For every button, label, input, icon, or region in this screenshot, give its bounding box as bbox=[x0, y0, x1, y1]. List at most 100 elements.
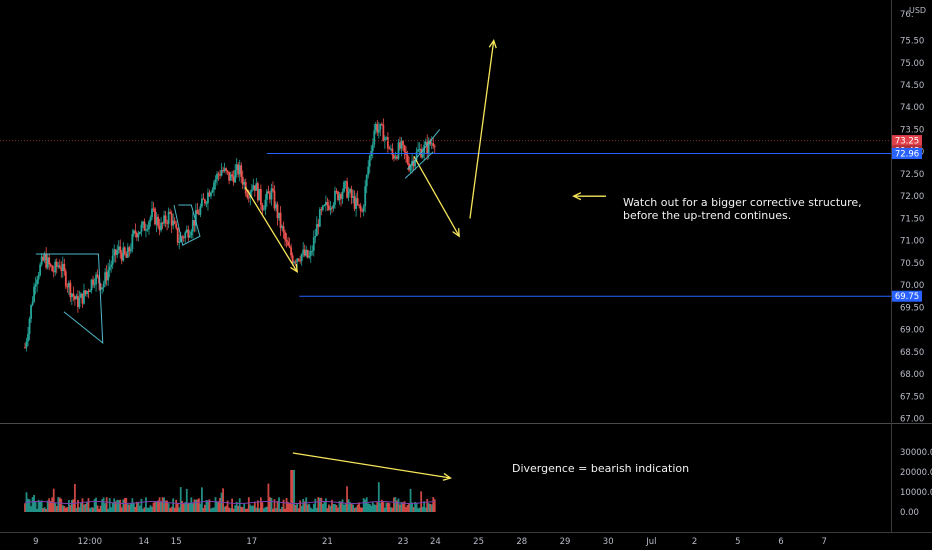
candle-body bbox=[433, 146, 436, 148]
volume-bar bbox=[281, 506, 283, 512]
price-pane[interactable] bbox=[0, 39, 891, 352]
volume-bar bbox=[284, 508, 286, 512]
volume-bar bbox=[290, 470, 293, 512]
volume-bar bbox=[332, 504, 335, 512]
last-price-tag-bg bbox=[892, 135, 922, 147]
volume-bar bbox=[355, 507, 358, 512]
price-tick-label-top: 76. bbox=[900, 10, 914, 20]
volume-axis[interactable]: 0.00 10000.00 20000.00 30000.00 bbox=[900, 448, 932, 518]
candle-body bbox=[320, 209, 323, 211]
candle-body bbox=[278, 212, 280, 219]
volume-bar bbox=[157, 500, 159, 512]
volume-bar bbox=[34, 501, 37, 512]
price-axis[interactable]: USD 67.00 67.50 68.00 68.50 69.00 69.50 70.00 7… bbox=[891, 0, 927, 532]
candle-body bbox=[116, 250, 119, 255]
candle-body bbox=[160, 222, 162, 231]
time-tick-label: 17 bbox=[246, 537, 257, 547]
candle-body bbox=[176, 227, 179, 243]
candle-body bbox=[182, 237, 185, 239]
candle-body bbox=[83, 290, 85, 304]
volume-bar bbox=[403, 501, 406, 512]
candle-body bbox=[69, 282, 72, 298]
candle-body bbox=[126, 247, 129, 258]
volume-bar bbox=[338, 501, 341, 512]
candle-body bbox=[48, 257, 51, 265]
volume-bar bbox=[418, 507, 421, 512]
volume-bar bbox=[90, 507, 93, 512]
candle-body bbox=[43, 254, 46, 261]
candle-body bbox=[164, 215, 167, 223]
volume-bar bbox=[194, 499, 197, 512]
volume-bar bbox=[110, 507, 113, 512]
volume-bar bbox=[140, 498, 143, 512]
volume-bar bbox=[75, 507, 78, 512]
candle-body bbox=[373, 130, 376, 145]
volume-bar bbox=[164, 500, 167, 512]
volume-bar bbox=[114, 501, 117, 512]
divergence-line bbox=[292, 452, 451, 479]
candle-body bbox=[37, 275, 40, 280]
volume-bar bbox=[309, 507, 312, 512]
candle-body bbox=[179, 236, 182, 243]
candle-body bbox=[73, 296, 76, 300]
volume-bar bbox=[374, 504, 377, 512]
volume-bar bbox=[262, 508, 265, 512]
candle-body bbox=[49, 264, 52, 266]
volume-bar bbox=[247, 497, 250, 512]
candle-body bbox=[93, 284, 96, 286]
candle-body bbox=[60, 267, 63, 271]
candle-body bbox=[172, 220, 175, 226]
volume-bar bbox=[181, 501, 184, 512]
price-tick-label: 71.50 bbox=[900, 214, 924, 224]
volume-bar bbox=[237, 505, 240, 512]
candle-body bbox=[318, 209, 321, 227]
candle-body bbox=[163, 215, 166, 224]
candle-body bbox=[72, 293, 75, 297]
candle-body bbox=[108, 267, 111, 271]
volume-bar bbox=[105, 497, 108, 512]
volume-bar bbox=[63, 506, 66, 512]
volume-bar bbox=[64, 507, 67, 512]
candle-body bbox=[142, 221, 144, 225]
candle-body bbox=[234, 170, 237, 183]
volume-bar bbox=[231, 498, 234, 512]
volume-bar bbox=[376, 502, 379, 512]
volume-bar bbox=[51, 497, 54, 512]
candle-body bbox=[390, 148, 392, 150]
candle-body bbox=[166, 222, 169, 224]
candle-body bbox=[27, 333, 29, 342]
volume-bar bbox=[359, 507, 362, 512]
volume-bar bbox=[331, 499, 333, 512]
volume-bar bbox=[39, 501, 42, 512]
candle-body bbox=[202, 198, 205, 200]
volume-bar bbox=[54, 502, 57, 512]
candle-body bbox=[380, 123, 383, 125]
candle-body bbox=[205, 203, 208, 205]
volume-bar bbox=[241, 507, 244, 512]
time-tick-label: 30 bbox=[603, 537, 614, 547]
volume-bar bbox=[273, 499, 276, 512]
time-tick-label: 9 bbox=[33, 537, 38, 547]
candle-body bbox=[412, 160, 415, 167]
volume-bar bbox=[66, 506, 69, 512]
volume-bar bbox=[111, 502, 114, 512]
candle-body bbox=[211, 189, 214, 193]
volume-bar bbox=[104, 503, 107, 512]
volume-bar bbox=[37, 499, 40, 512]
volume-pane[interactable] bbox=[24, 452, 452, 512]
time-axis[interactable]: 9 12:00 14 15 17 21 23 24 25 28 29 30 Jul 2 5 6 7 bbox=[0, 532, 932, 548]
volume-bar bbox=[190, 497, 193, 512]
volume-bar bbox=[334, 504, 336, 512]
candle-body bbox=[111, 255, 114, 265]
candle-body bbox=[284, 232, 286, 240]
volume-bar bbox=[142, 508, 144, 512]
volume-bar bbox=[210, 508, 212, 512]
volume-bar bbox=[202, 507, 205, 512]
volume-bar bbox=[154, 501, 156, 512]
volume-bar bbox=[96, 505, 99, 512]
volume-bar bbox=[370, 505, 373, 512]
candle-body bbox=[343, 182, 345, 192]
candle-body bbox=[237, 164, 240, 175]
